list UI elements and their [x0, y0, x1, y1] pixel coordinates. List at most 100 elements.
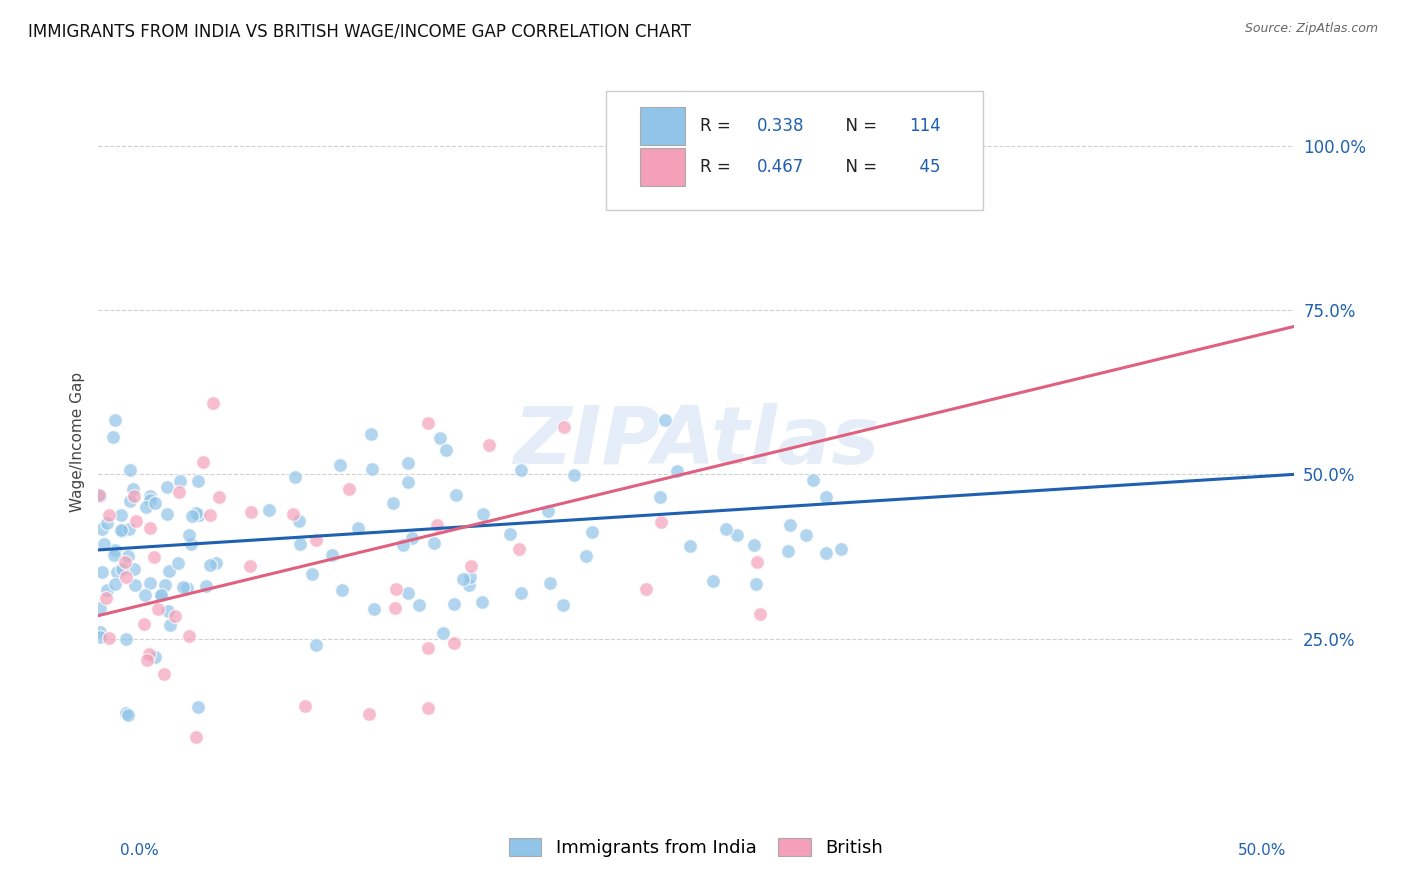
Point — [679, 539, 702, 553]
Point — [385, 582, 408, 596]
Point — [122, 482, 145, 496]
Point — [146, 601, 169, 615]
FancyBboxPatch shape — [640, 148, 685, 186]
Point — [89, 489, 111, 503]
Text: 0.338: 0.338 — [756, 117, 804, 135]
Point — [288, 515, 311, 529]
Text: N =: N = — [835, 117, 882, 135]
Legend: Immigrants from India, British: Immigrants from India, British — [501, 829, 891, 866]
Point — [155, 578, 177, 592]
Point — [575, 549, 598, 563]
Point — [150, 588, 173, 602]
Point — [208, 490, 231, 504]
Point — [111, 524, 134, 538]
Point — [191, 455, 214, 469]
Point — [429, 431, 451, 445]
Point — [172, 580, 194, 594]
Point — [188, 508, 211, 522]
Point — [132, 616, 155, 631]
Point — [716, 522, 738, 536]
FancyBboxPatch shape — [606, 91, 983, 211]
Point — [98, 508, 121, 523]
Point — [458, 578, 481, 592]
Point — [157, 564, 180, 578]
Point — [89, 624, 111, 639]
Point — [281, 508, 304, 522]
Text: 114: 114 — [908, 117, 941, 135]
Point — [779, 517, 801, 532]
Point — [305, 533, 328, 548]
Point — [166, 556, 188, 570]
Point — [205, 557, 228, 571]
Point — [650, 515, 672, 529]
Point — [139, 521, 162, 535]
Point — [382, 496, 405, 510]
Point — [443, 636, 465, 650]
Point — [357, 706, 380, 721]
Point — [553, 420, 575, 434]
Point — [103, 429, 125, 443]
Point — [180, 537, 202, 551]
Point — [124, 490, 146, 504]
Point — [747, 556, 769, 570]
Point — [346, 521, 368, 535]
Point — [742, 538, 765, 552]
Point — [94, 591, 117, 605]
Point — [198, 558, 221, 573]
Point — [446, 488, 468, 502]
Point — [93, 537, 115, 551]
Point — [304, 638, 326, 652]
Text: R =: R = — [700, 117, 735, 135]
Point — [104, 577, 127, 591]
Point — [186, 699, 208, 714]
Point — [363, 601, 385, 615]
Point — [104, 542, 127, 557]
Point — [321, 548, 343, 562]
Point — [194, 579, 217, 593]
Point — [384, 600, 406, 615]
Point — [202, 396, 225, 410]
Point — [794, 527, 817, 541]
Point — [156, 480, 179, 494]
Point — [553, 598, 575, 612]
Point — [117, 549, 139, 563]
Point — [776, 543, 799, 558]
Text: 0.0%: 0.0% — [120, 843, 159, 858]
Point — [562, 467, 585, 482]
Point — [177, 629, 200, 643]
Point — [749, 607, 772, 622]
Point — [98, 631, 121, 645]
Point — [360, 426, 382, 441]
Point — [814, 490, 837, 504]
Point — [91, 565, 114, 579]
Point — [416, 641, 439, 656]
Point — [110, 508, 132, 522]
Point — [830, 542, 852, 557]
Point — [472, 508, 495, 522]
Point — [142, 550, 165, 565]
Point — [125, 514, 148, 528]
Point — [239, 559, 262, 574]
Point — [122, 562, 145, 576]
Point — [114, 706, 136, 721]
Text: ZIPAtlas: ZIPAtlas — [513, 402, 879, 481]
Y-axis label: Wage/Income Gap: Wage/Income Gap — [70, 371, 86, 512]
Point — [105, 566, 128, 580]
Point — [509, 586, 531, 600]
Point — [434, 443, 457, 458]
Point — [401, 532, 423, 546]
Point — [634, 582, 657, 596]
Text: R =: R = — [700, 158, 735, 176]
Point — [801, 473, 824, 487]
Point — [477, 437, 499, 451]
Point — [257, 502, 280, 516]
Point — [240, 505, 263, 519]
Point — [117, 708, 139, 723]
Point — [124, 578, 146, 592]
Point — [89, 630, 111, 644]
Point — [169, 474, 191, 488]
Point — [301, 567, 323, 582]
Point — [156, 604, 179, 618]
Point — [200, 508, 222, 522]
Point — [581, 525, 603, 540]
